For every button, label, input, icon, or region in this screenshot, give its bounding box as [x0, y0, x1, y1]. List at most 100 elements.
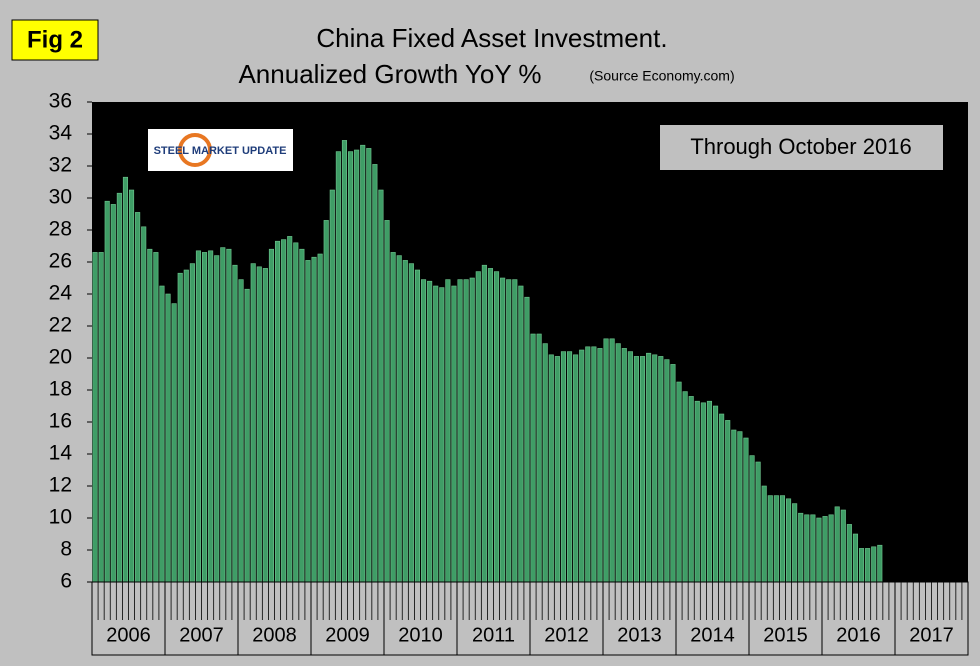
bar — [664, 359, 670, 583]
x-tick-label: 2010 — [398, 624, 443, 646]
bar — [287, 236, 293, 583]
bar — [792, 503, 798, 583]
x-tick-label: 2011 — [472, 624, 515, 646]
bar — [238, 279, 244, 583]
annotation: Through October 2016 — [690, 134, 911, 159]
bar — [633, 356, 640, 583]
bar — [122, 176, 129, 583]
bar — [767, 495, 773, 583]
y-tick-label: 26 — [49, 250, 72, 273]
bar — [591, 346, 597, 583]
bar — [274, 240, 281, 583]
bar — [536, 333, 542, 583]
bar — [518, 285, 524, 583]
bar — [317, 253, 323, 583]
bar — [329, 189, 335, 583]
bar — [475, 271, 481, 583]
bar — [749, 455, 755, 583]
bar — [323, 220, 329, 583]
bar — [652, 354, 658, 583]
bar — [250, 263, 256, 583]
bar — [846, 524, 852, 583]
x-tick-label: 2012 — [544, 624, 589, 646]
bar — [597, 348, 603, 583]
logo: STEEL MARKET UPDATE — [154, 145, 287, 157]
bar — [554, 356, 560, 583]
bar — [208, 250, 214, 583]
bar — [487, 268, 494, 583]
bar — [92, 252, 98, 583]
bar — [366, 148, 372, 583]
bar — [378, 189, 384, 583]
bar — [560, 351, 567, 583]
chart-subtitle: Annualized Growth YoY % — [238, 59, 541, 89]
bar — [408, 263, 414, 583]
chart-title: China Fixed Asset Investment. — [316, 23, 667, 53]
bar — [104, 200, 110, 583]
bar — [725, 420, 731, 583]
bar — [822, 516, 828, 583]
bar — [414, 269, 421, 583]
y-tick-label: 18 — [49, 378, 72, 401]
x-tick-label: 2006 — [106, 624, 151, 646]
bar — [427, 280, 433, 583]
bar — [566, 351, 573, 583]
y-tick-label: 30 — [49, 186, 72, 209]
y-tick-label: 8 — [60, 538, 72, 561]
bar — [226, 248, 232, 583]
y-tick-label: 34 — [49, 122, 73, 145]
bar — [281, 239, 287, 583]
logo-ring — [178, 133, 212, 167]
bar — [627, 351, 633, 583]
bar — [232, 264, 238, 583]
bar — [761, 485, 767, 583]
bar — [785, 498, 792, 583]
bar — [603, 338, 609, 583]
bar — [700, 402, 706, 583]
bar — [201, 252, 208, 583]
bar — [305, 260, 311, 583]
bar — [542, 343, 548, 583]
bar — [743, 437, 749, 583]
x-tick-label: 2017 — [909, 624, 954, 646]
bar — [852, 533, 859, 583]
bar — [615, 343, 621, 583]
bar — [579, 349, 585, 583]
bar — [165, 293, 171, 583]
y-tick-label: 28 — [49, 218, 72, 241]
bar — [646, 352, 652, 583]
bar — [834, 506, 840, 583]
bar — [658, 356, 664, 583]
bar — [500, 277, 506, 583]
bar — [506, 279, 512, 583]
bar — [858, 548, 865, 583]
bar — [141, 226, 147, 583]
bar — [670, 364, 676, 583]
y-tick-label: 36 — [49, 90, 72, 113]
bar — [512, 279, 518, 583]
bar — [773, 495, 779, 583]
bar — [439, 287, 445, 583]
bar — [110, 204, 116, 583]
y-tick-label: 24 — [49, 282, 73, 305]
x-tick-label: 2015 — [763, 624, 808, 646]
bar — [621, 348, 627, 583]
y-tick-label: 32 — [49, 154, 72, 177]
bar — [798, 512, 804, 583]
bar — [463, 279, 469, 583]
y-tick-label: 22 — [49, 314, 72, 337]
bar — [694, 400, 700, 583]
bar — [445, 279, 451, 583]
x-tick-label: 2013 — [617, 624, 662, 646]
bar — [840, 509, 846, 583]
x-tick-label: 2014 — [690, 624, 735, 646]
bar — [871, 546, 877, 583]
bar — [335, 151, 341, 583]
source: (Source Economy.com) — [589, 68, 734, 84]
bar — [731, 429, 737, 583]
bar — [573, 354, 579, 583]
bar — [390, 252, 396, 583]
badge: Fig 2 — [27, 26, 83, 53]
bar — [116, 192, 122, 583]
